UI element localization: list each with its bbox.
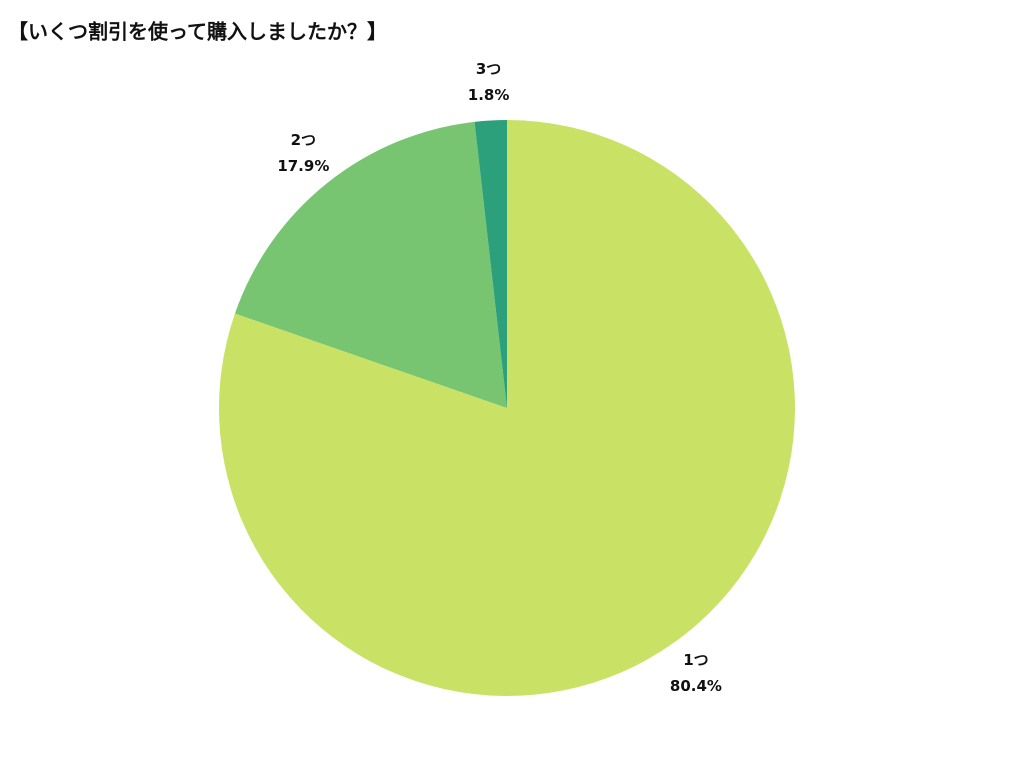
slice-category-label: 2つ [291,131,316,149]
slice-value-label: 17.9% [277,157,329,175]
slice-category-label: 3つ [476,60,501,78]
pie-slice [234,121,507,408]
slice-value-label: 80.4% [670,677,722,695]
chart-title: 【いくつ割引を使って購入しましたか？】 [8,20,387,44]
slice-category-label: 1つ [683,651,708,669]
slice-value-label: 1.8% [468,86,510,104]
pie-slice [474,120,507,408]
